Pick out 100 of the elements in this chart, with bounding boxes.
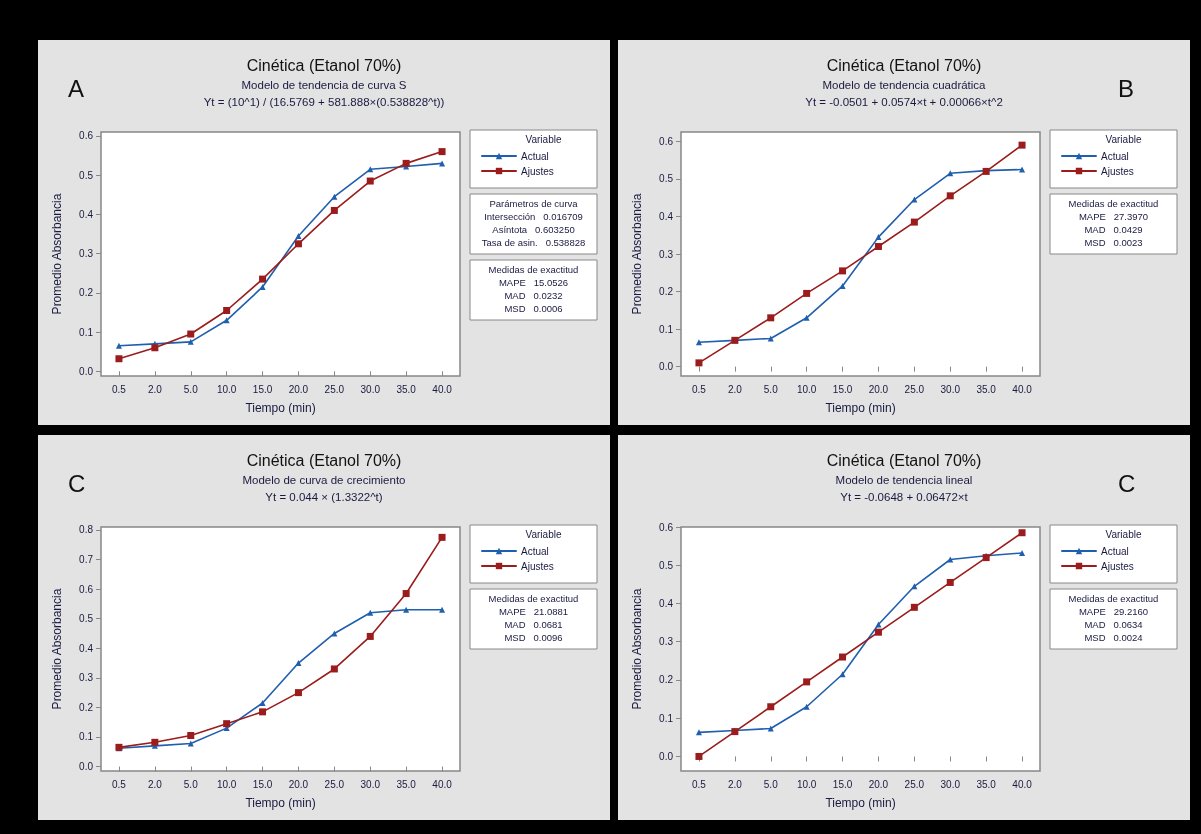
point xyxy=(151,738,159,746)
y-tick-label: 0.3 xyxy=(659,248,674,260)
x-tick-label: 10.0 xyxy=(216,778,237,790)
y-tick-label: 0.0 xyxy=(659,361,674,373)
point xyxy=(259,708,267,716)
x-tick-label: 5.0 xyxy=(763,383,779,395)
point xyxy=(803,703,810,710)
point xyxy=(187,732,195,740)
text: C xyxy=(68,469,86,497)
y-tick-label: 0.5 xyxy=(659,173,674,185)
x-tick-label: 5.0 xyxy=(763,778,779,790)
point xyxy=(151,344,159,352)
text: Medidas de exactitud MAPE 27.3970 MAD 0.0429 MSD 0.0023 xyxy=(1068,197,1159,248)
point xyxy=(874,242,882,250)
point xyxy=(839,671,846,678)
x-tick-label: 30.0 xyxy=(940,383,961,395)
point xyxy=(403,606,410,613)
x-tick-label: 20.0 xyxy=(868,383,889,395)
legend-label: Actual xyxy=(521,150,549,162)
x-tick-label: 15.0 xyxy=(252,383,273,395)
point xyxy=(330,206,338,214)
x-tick-label: 40.0 xyxy=(432,383,453,395)
x-tick-label: 0.5 xyxy=(692,383,707,395)
y-tick-label: 0.5 xyxy=(79,613,94,625)
x-tick-label: 40.0 xyxy=(432,778,453,790)
y-tick-label: 0.8 xyxy=(79,524,94,536)
point xyxy=(438,148,446,156)
legend-label: Actual xyxy=(1101,545,1129,557)
y-tick-label: 0.2 xyxy=(79,287,94,299)
x-tick-label: 35.0 xyxy=(396,383,417,395)
x-tick-label: 25.0 xyxy=(904,383,925,395)
y-tick-label: 0.4 xyxy=(79,642,94,654)
legend-label: Ajustes xyxy=(521,165,554,177)
y-tick-label: 0.3 xyxy=(659,636,674,648)
point xyxy=(331,193,338,200)
x-tick-label: 15.0 xyxy=(832,778,853,790)
y-tick-label: 0.6 xyxy=(79,130,94,142)
y-tick-label: 0.6 xyxy=(79,583,94,595)
x-tick-label: 35.0 xyxy=(976,383,997,395)
x-axis-title: Tiempo (min) xyxy=(245,796,316,810)
y-axis-title: Promedio Absorbancia xyxy=(50,193,64,315)
point xyxy=(875,621,882,628)
point xyxy=(439,606,446,613)
x-tick-label: 5.0 xyxy=(183,778,199,790)
y-axis-title: Promedio Absorbancia xyxy=(630,588,644,710)
text: Medidas de exactitud MAPE 29.2160 MAD 0.0634 MSD 0.0024 xyxy=(1068,592,1159,643)
point xyxy=(695,729,702,736)
text: Parámetros de curva Intersección 0.016709 Asíntota 0.603250 Tasa de asin. 0.538828 xyxy=(481,197,586,248)
point xyxy=(187,338,194,345)
point xyxy=(839,267,847,275)
point xyxy=(438,533,446,541)
y-tick-label: 0.2 xyxy=(659,674,674,686)
chart-title: Cinética (Etanol 70%) xyxy=(826,451,982,469)
legend-title: Variable xyxy=(525,133,562,145)
point xyxy=(366,177,374,185)
point xyxy=(187,330,195,338)
text: Medidas de exactitud MAPE 15.0526 MAD 0.0232 MSD 0.0006 xyxy=(488,263,579,314)
point xyxy=(294,240,302,248)
y-axis-title: Promedio Absorbancia xyxy=(630,193,644,315)
point xyxy=(910,603,918,611)
y-tick-label: 0.5 xyxy=(79,169,94,181)
y-tick-label: 0.6 xyxy=(659,521,674,533)
text: B xyxy=(1118,74,1135,102)
point xyxy=(767,314,775,322)
point xyxy=(223,720,231,728)
point xyxy=(1019,166,1026,173)
chart-subtitle: Modelo de tendencia de curva S Yt = (10^1) / (16.5769 + 581.888×(0.538828^t)) xyxy=(203,78,445,108)
chart-subtitle: Modelo de tendencia cuadrática Yt = -0.0501 + 0.0574×t + 0.00066×t^2 xyxy=(805,78,1003,108)
point xyxy=(946,192,954,200)
point xyxy=(839,282,846,289)
y-tick-label: 0.5 xyxy=(659,559,674,571)
point xyxy=(803,678,811,686)
x-tick-label: 0.5 xyxy=(692,778,707,790)
x-tick-label: 2.0 xyxy=(147,383,163,395)
y-tick-label: 0.2 xyxy=(79,701,94,713)
legend-title: Variable xyxy=(1105,133,1142,145)
point xyxy=(767,703,775,711)
y-axis-title: Promedio Absorbancia xyxy=(50,588,64,710)
point xyxy=(115,355,123,363)
chart-title: Cinética (Etanol 70%) xyxy=(246,56,402,74)
point xyxy=(803,289,811,297)
text: Medidas de exactitud MAPE 21.0881 MAD 0.0681 MSD 0.0096 xyxy=(488,592,579,643)
chart-title: Cinética (Etanol 70%) xyxy=(246,451,402,469)
point xyxy=(803,314,810,321)
y-tick-label: 0.0 xyxy=(79,365,94,377)
point xyxy=(767,725,774,732)
point xyxy=(1018,529,1026,537)
x-tick-label: 40.0 xyxy=(1012,778,1033,790)
x-tick-label: 25.0 xyxy=(904,778,925,790)
x-tick-label: 30.0 xyxy=(940,778,961,790)
x-tick-label: 35.0 xyxy=(396,778,417,790)
legend-label: Ajustes xyxy=(1101,560,1134,572)
point xyxy=(402,590,410,598)
point xyxy=(295,232,302,239)
x-tick-label: 35.0 xyxy=(976,778,997,790)
text: A xyxy=(68,74,85,102)
point xyxy=(839,653,847,661)
point xyxy=(259,283,266,290)
point xyxy=(695,339,702,346)
legend-title: Variable xyxy=(525,528,562,540)
